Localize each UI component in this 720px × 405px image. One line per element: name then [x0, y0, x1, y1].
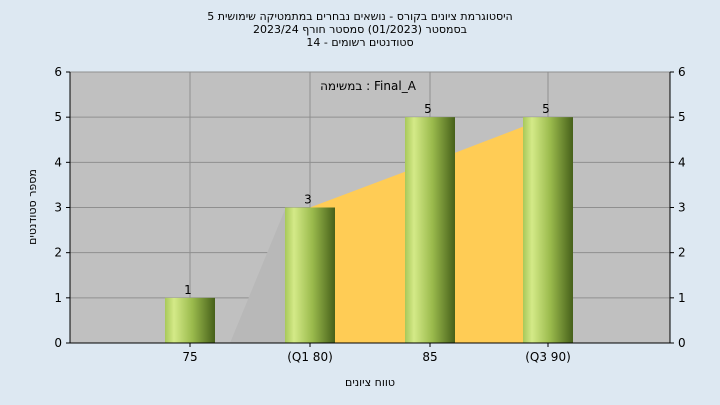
bar-value-label: 5 — [542, 102, 550, 116]
y-tick-label-left: 2 — [54, 246, 62, 260]
title-line-3: סטודנטים רשומים - 14 — [306, 36, 414, 49]
y-tick-label-right: 6 — [678, 65, 686, 79]
bar — [165, 297, 215, 343]
bar — [523, 117, 573, 344]
y-tick-label-left: 4 — [54, 155, 62, 169]
y-tick-label-right: 2 — [678, 246, 686, 260]
y-tick-label-right: 3 — [678, 201, 686, 215]
y-tick-label-left: 6 — [54, 65, 62, 79]
x-tick-label: (Q3 90) — [525, 350, 571, 364]
y-tick-label-left: 3 — [54, 201, 62, 215]
bar-value-label: 3 — [304, 193, 312, 207]
title-line-1: היסטוגרמת ציונים בקורס - נושאים נבחרים ב… — [207, 10, 513, 23]
x-tick-label: (Q1 80) — [287, 350, 333, 364]
bar — [405, 117, 455, 344]
y-tick-label-right: 4 — [678, 155, 686, 169]
annotation-label: במשימה : Final_A — [320, 79, 417, 93]
x-tick-label: 75 — [182, 350, 197, 364]
title-line-2: בסמסטר (01/2023) סמסטר חורף 2023/24 — [253, 23, 467, 36]
bar-value-label: 1 — [184, 283, 192, 297]
y-axis-title: מספר סטודנטים — [26, 169, 39, 245]
y-tick-label-right: 5 — [678, 110, 686, 124]
x-tick-label: 85 — [422, 350, 437, 364]
y-tick-label-right: 0 — [678, 336, 686, 350]
x-axis-title: טווח ציונים — [345, 376, 395, 389]
y-tick-label-left: 1 — [54, 291, 62, 305]
y-tick-label-left: 0 — [54, 336, 62, 350]
y-tick-label-right: 1 — [678, 291, 686, 305]
bar-value-label: 5 — [424, 102, 432, 116]
chart-title: היסטוגרמת ציונים בקורס - נושאים נבחרים ב… — [0, 10, 720, 49]
y-tick-label-left: 5 — [54, 110, 62, 124]
bar — [285, 207, 335, 343]
